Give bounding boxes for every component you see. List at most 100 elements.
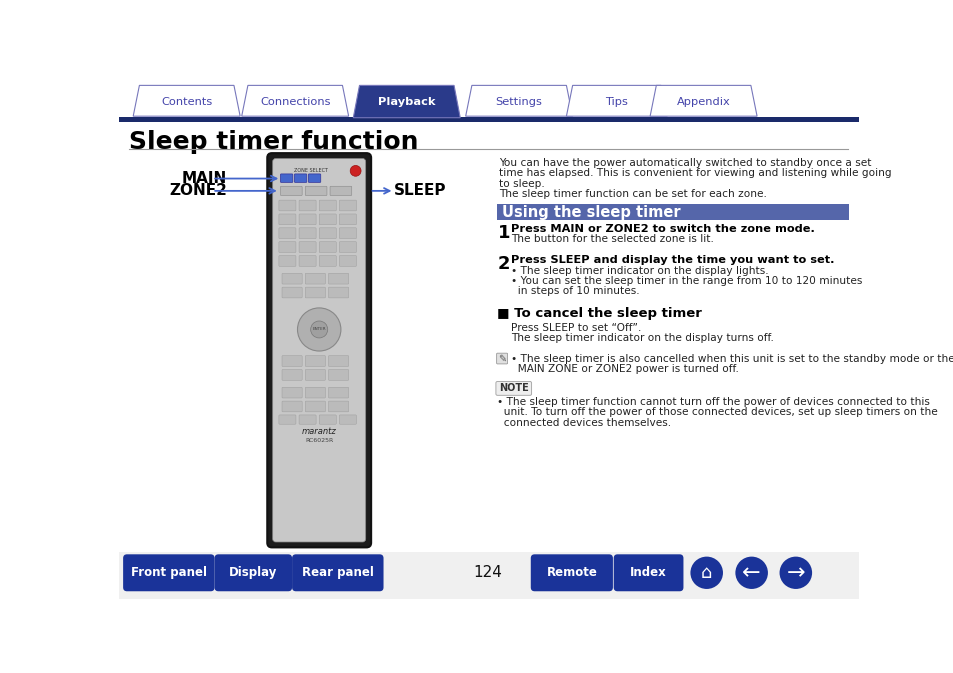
Bar — [119, 117, 858, 122]
Text: marantz: marantz — [301, 427, 336, 435]
FancyBboxPatch shape — [497, 353, 507, 364]
Polygon shape — [353, 85, 459, 118]
FancyBboxPatch shape — [292, 555, 383, 592]
FancyBboxPatch shape — [328, 287, 348, 298]
FancyBboxPatch shape — [319, 228, 335, 239]
Text: Rear panel: Rear panel — [301, 566, 374, 579]
FancyBboxPatch shape — [298, 415, 315, 424]
Circle shape — [690, 557, 722, 589]
Polygon shape — [566, 85, 666, 116]
FancyBboxPatch shape — [298, 200, 315, 211]
FancyBboxPatch shape — [282, 355, 302, 366]
Text: to sleep.: to sleep. — [498, 178, 544, 188]
Text: Display: Display — [229, 566, 277, 579]
Polygon shape — [649, 85, 757, 116]
Circle shape — [350, 166, 360, 176]
Text: Contents: Contents — [161, 96, 213, 106]
Circle shape — [779, 557, 811, 589]
FancyBboxPatch shape — [613, 555, 682, 592]
FancyBboxPatch shape — [339, 242, 356, 252]
Text: ■ To cancel the sleep timer: ■ To cancel the sleep timer — [497, 307, 701, 320]
FancyBboxPatch shape — [328, 355, 348, 366]
FancyBboxPatch shape — [328, 387, 348, 398]
FancyBboxPatch shape — [339, 256, 356, 267]
FancyBboxPatch shape — [278, 415, 295, 424]
FancyBboxPatch shape — [305, 401, 325, 412]
Text: Settings: Settings — [496, 96, 542, 106]
Text: ⌂: ⌂ — [700, 564, 712, 581]
FancyBboxPatch shape — [278, 256, 295, 267]
FancyBboxPatch shape — [278, 214, 295, 225]
Text: The button for the selected zone is lit.: The button for the selected zone is lit. — [511, 234, 714, 244]
FancyBboxPatch shape — [319, 214, 335, 225]
FancyBboxPatch shape — [282, 273, 302, 284]
Text: Index: Index — [630, 566, 666, 579]
Text: • The sleep timer function cannot turn off the power of devices connected to thi: • The sleep timer function cannot turn o… — [497, 397, 929, 407]
Text: Playback: Playback — [377, 98, 436, 107]
FancyBboxPatch shape — [298, 214, 315, 225]
Text: • The sleep timer is also cancelled when this unit is set to the standby mode or: • The sleep timer is also cancelled when… — [511, 354, 953, 364]
FancyBboxPatch shape — [282, 401, 302, 412]
Text: MAIN ZONE or ZONE2 power is turned off.: MAIN ZONE or ZONE2 power is turned off. — [511, 364, 739, 374]
Text: Sleep timer function: Sleep timer function — [129, 130, 417, 154]
Bar — [119, 552, 858, 601]
FancyBboxPatch shape — [339, 200, 356, 211]
FancyBboxPatch shape — [319, 242, 335, 252]
Text: SLEEP: SLEEP — [394, 183, 446, 199]
FancyBboxPatch shape — [330, 186, 352, 195]
FancyBboxPatch shape — [282, 387, 302, 398]
Text: 1: 1 — [497, 224, 510, 242]
Text: in steps of 10 minutes.: in steps of 10 minutes. — [511, 286, 639, 296]
FancyBboxPatch shape — [282, 369, 302, 380]
Circle shape — [311, 321, 328, 338]
FancyBboxPatch shape — [267, 153, 371, 547]
Text: MAIN: MAIN — [181, 171, 226, 186]
FancyBboxPatch shape — [278, 200, 295, 211]
Text: ENTER: ENTER — [312, 328, 326, 332]
FancyBboxPatch shape — [280, 186, 302, 195]
Text: Appendix: Appendix — [676, 96, 730, 106]
FancyBboxPatch shape — [305, 387, 325, 398]
Circle shape — [297, 308, 340, 351]
Text: ZONE SELECT: ZONE SELECT — [294, 168, 328, 173]
FancyBboxPatch shape — [214, 555, 292, 592]
FancyBboxPatch shape — [123, 555, 214, 592]
FancyBboxPatch shape — [496, 382, 531, 395]
FancyBboxPatch shape — [339, 214, 356, 225]
FancyBboxPatch shape — [273, 159, 365, 542]
FancyBboxPatch shape — [308, 174, 320, 182]
Polygon shape — [241, 85, 348, 116]
Text: ZONE2: ZONE2 — [170, 183, 227, 199]
FancyBboxPatch shape — [280, 174, 293, 182]
FancyBboxPatch shape — [530, 555, 612, 592]
FancyBboxPatch shape — [278, 228, 295, 239]
Text: 2: 2 — [497, 255, 510, 273]
Text: The sleep timer indicator on the display turns off.: The sleep timer indicator on the display… — [511, 333, 774, 343]
FancyBboxPatch shape — [328, 369, 348, 380]
FancyBboxPatch shape — [305, 273, 325, 284]
Text: ✎: ✎ — [497, 353, 506, 363]
Text: Connections: Connections — [259, 96, 330, 106]
Text: 124: 124 — [474, 565, 502, 580]
Text: Press SLEEP to set “Off”.: Press SLEEP to set “Off”. — [511, 323, 641, 332]
Text: The sleep timer function can be set for each zone.: The sleep timer function can be set for … — [498, 189, 766, 199]
Text: NOTE: NOTE — [498, 384, 528, 394]
FancyBboxPatch shape — [278, 242, 295, 252]
Text: Tips: Tips — [605, 96, 628, 106]
FancyBboxPatch shape — [305, 355, 325, 366]
Text: Press SLEEP and display the time you want to set.: Press SLEEP and display the time you wan… — [511, 255, 834, 265]
FancyBboxPatch shape — [298, 256, 315, 267]
FancyBboxPatch shape — [319, 415, 335, 424]
FancyBboxPatch shape — [298, 242, 315, 252]
FancyBboxPatch shape — [298, 228, 315, 239]
FancyBboxPatch shape — [328, 273, 348, 284]
Text: ←: ← — [741, 563, 760, 583]
FancyBboxPatch shape — [319, 256, 335, 267]
Polygon shape — [133, 85, 240, 116]
Text: Front panel: Front panel — [131, 566, 207, 579]
FancyBboxPatch shape — [328, 401, 348, 412]
Bar — [497, 204, 848, 220]
Text: Press MAIN or ZONE2 to switch the zone mode.: Press MAIN or ZONE2 to switch the zone m… — [511, 224, 815, 234]
Text: →: → — [785, 563, 804, 583]
FancyBboxPatch shape — [305, 287, 325, 298]
